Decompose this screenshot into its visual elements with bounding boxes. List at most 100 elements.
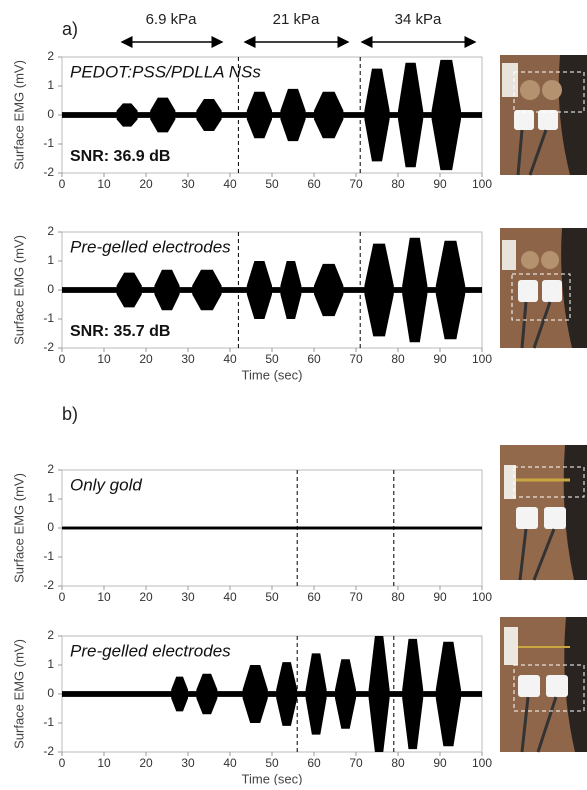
x-tick-label: 40	[223, 352, 237, 366]
photo	[500, 55, 587, 176]
pressure-label: 34 kPa	[395, 11, 442, 28]
emg-burst	[154, 269, 180, 311]
x-axis-label: Time (sec)	[242, 771, 303, 785]
trace-label: Only gold	[70, 475, 142, 494]
x-tick-label: 30	[181, 177, 195, 191]
emg-burst	[364, 68, 390, 162]
photo	[500, 445, 587, 581]
emg-burst	[364, 243, 394, 337]
x-tick-label: 90	[433, 177, 447, 191]
y-axis-label: Surface EMG (mV)	[11, 235, 26, 345]
y-tick-label: -1	[43, 311, 54, 325]
x-tick-label: 90	[433, 352, 447, 366]
emg-burst	[314, 263, 344, 317]
y-tick-label: 1	[47, 657, 54, 671]
emg-burst	[246, 91, 272, 139]
x-tick-label: 70	[349, 177, 363, 191]
x-axis-label: Time (sec)	[242, 367, 303, 382]
x-tick-label: 50	[265, 177, 279, 191]
y-tick-label: -1	[43, 136, 54, 150]
x-tick-label: 0	[59, 352, 66, 366]
y-axis-label: Surface EMG (mV)	[11, 60, 26, 170]
emg-burst	[116, 103, 138, 127]
y-tick-label: 2	[47, 224, 54, 238]
emg-burst	[192, 269, 222, 311]
emg-burst	[196, 99, 222, 131]
emg-burst	[402, 237, 428, 343]
x-tick-label: 80	[391, 177, 405, 191]
pressure-label: 21 kPa	[273, 11, 320, 28]
snr-label: SNR: 35.7 dB	[70, 323, 170, 340]
y-tick-label: 0	[47, 686, 54, 700]
x-tick-label: 90	[433, 756, 447, 770]
y-tick-label: 0	[47, 520, 54, 534]
photos	[500, 55, 587, 753]
emg-burst	[435, 641, 461, 747]
emg-burst	[280, 261, 302, 319]
emg-burst	[171, 676, 188, 712]
x-tick-label: 40	[223, 590, 237, 604]
emg-burst	[280, 88, 306, 142]
x-tick-label: 50	[265, 756, 279, 770]
x-tick-label: 100	[472, 590, 492, 604]
x-tick-label: 20	[139, 756, 153, 770]
y-tick-label: 2	[47, 462, 54, 476]
y-tick-label: 1	[47, 491, 54, 505]
x-tick-label: 0	[59, 590, 66, 604]
photo	[500, 617, 587, 753]
y-tick-label: -2	[43, 165, 54, 179]
trace-label: Pre-gelled electrodes	[70, 641, 231, 660]
x-tick-label: 30	[181, 352, 195, 366]
y-tick-label: 1	[47, 253, 54, 267]
trace-label: Pre-gelled electrodes	[70, 237, 231, 256]
emg-burst	[314, 91, 344, 139]
emg-burst	[242, 665, 268, 723]
x-tick-label: 90	[433, 590, 447, 604]
snr-label: SNR: 36.9 dB	[70, 148, 170, 165]
emg-burst	[196, 673, 218, 715]
x-tick-label: 80	[391, 352, 405, 366]
x-tick-label: 80	[391, 590, 405, 604]
x-tick-label: 30	[181, 756, 195, 770]
emg-burst	[335, 659, 356, 729]
trace-label: PEDOT:PSS/PDLLA NSs	[70, 62, 261, 81]
x-tick-label: 20	[139, 352, 153, 366]
y-tick-label: -1	[43, 715, 54, 729]
x-tick-label: 100	[472, 352, 492, 366]
emg-burst	[150, 97, 176, 133]
emg-burst	[368, 636, 390, 752]
baseline-noise	[62, 526, 482, 530]
x-tick-label: 60	[307, 352, 321, 366]
x-tick-label: 50	[265, 590, 279, 604]
x-tick-label: 0	[59, 756, 66, 770]
x-tick-label: 60	[307, 590, 321, 604]
y-axis-label: Surface EMG (mV)	[11, 639, 26, 749]
emg-burst	[246, 261, 272, 319]
emg-burst	[398, 62, 424, 168]
x-tick-label: 60	[307, 177, 321, 191]
y-tick-label: 0	[47, 107, 54, 121]
x-tick-label: 20	[139, 590, 153, 604]
emg-burst	[435, 240, 466, 340]
emg-burst	[431, 59, 461, 171]
x-tick-label: 20	[139, 177, 153, 191]
emg-burst	[276, 662, 298, 726]
x-tick-label: 30	[181, 590, 195, 604]
panel-label: b)	[62, 404, 78, 424]
x-tick-label: 60	[307, 756, 321, 770]
x-tick-label: 10	[97, 756, 111, 770]
x-tick-label: 40	[223, 177, 237, 191]
y-tick-label: -2	[43, 578, 54, 592]
x-tick-label: 40	[223, 756, 237, 770]
panel-label: a)	[62, 19, 78, 39]
x-tick-label: 70	[349, 756, 363, 770]
x-tick-label: 0	[59, 177, 66, 191]
x-tick-label: 100	[472, 177, 492, 191]
photo	[500, 228, 587, 349]
emg-burst	[402, 638, 424, 750]
y-tick-label: 2	[47, 628, 54, 642]
baseline-noise	[62, 691, 482, 697]
